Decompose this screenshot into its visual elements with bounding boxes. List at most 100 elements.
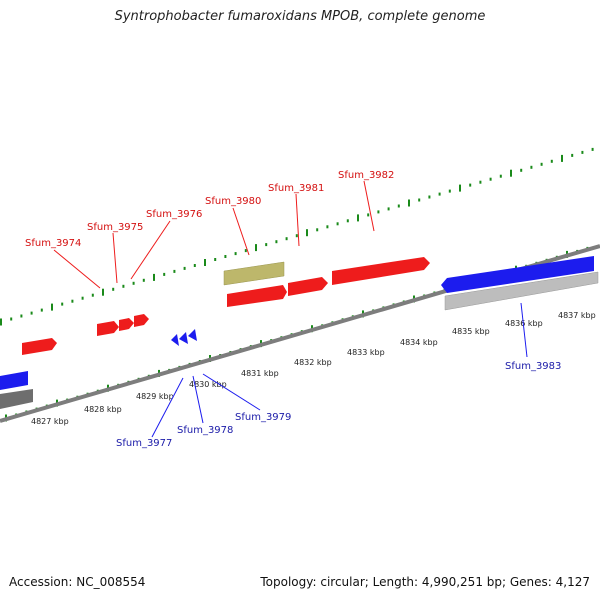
gc-tick [316,228,319,232]
position-label: 4836 kbp [505,319,543,328]
gc-tick [469,183,472,187]
gene-sfum-3980[interactable] [227,285,287,307]
gene-label[interactable]: Sfum_3982 [338,170,394,181]
gene-sfum-3974[interactable] [97,321,119,336]
gc-tick [459,184,461,192]
gc-tick [499,174,502,178]
gc-tick [530,165,533,169]
gc-tick [448,189,451,193]
gc-tick [183,266,186,270]
gc-tick [40,308,43,312]
gc-tick [81,296,84,300]
gc-tick [428,195,431,199]
position-label: 4828 kbp [84,405,122,414]
gene-label[interactable]: Sfum_3975 [87,222,143,233]
gene-sfum-3983[interactable] [441,256,594,293]
gc-tick [163,272,166,276]
accession-text: Accession: NC_008554 [9,575,146,589]
gc-tick [51,303,53,311]
gc-tick [346,219,349,223]
gc-tick [510,169,512,177]
gc-tick [10,317,13,321]
gene-label[interactable]: Sfum_3981 [268,183,324,194]
genome-summary-text: Topology: circular; Length: 4,990,251 bp… [260,575,590,589]
gene-sfum-3978[interactable] [179,332,188,344]
gc-tick [20,314,23,318]
gene-sfum-3977[interactable] [171,334,179,346]
position-label: 4834 kbp [400,338,438,347]
gc-tick [142,278,145,282]
gc-tick [581,150,584,154]
gc-tick [540,162,543,166]
position-label: 4829 kbp [136,392,174,401]
gc-tick [112,287,115,291]
gc-tick [408,199,410,207]
gc-tick [591,147,594,151]
position-label: 4830 kbp [189,380,227,389]
position-label: 4835 kbp [452,327,490,336]
gc-tick [489,177,492,181]
gc-tick [357,214,359,222]
gene-label[interactable]: Sfum_3979 [235,412,291,423]
position-label: 4831 kbp [241,369,279,378]
gc-tick [306,229,308,237]
gc-tick [0,318,2,326]
position-labels: 4827 kbp 4828 kbp 4829 kbp 4830 kbp 4831 kbp… [31,311,596,426]
gc-tick [193,264,196,267]
gc-tick [234,252,237,256]
gene-sfum-3981[interactable] [288,277,328,296]
position-label: 4827 kbp [31,417,69,426]
gene-label[interactable]: Sfum_3974 [25,238,81,249]
gc-tick [122,284,125,288]
gc-tick [30,311,33,315]
gene-sfum-3970[interactable] [0,371,28,390]
upper-gc-track [0,147,594,326]
gc-tick [91,293,94,297]
position-label: 4833 kbp [347,348,385,357]
map-title: Syntrophobacter fumaroxidans MPOB, compl… [114,9,486,24]
gc-tick [61,302,64,306]
gene-sfum-3976[interactable] [134,314,149,327]
gc-tick [244,249,247,253]
gc-tick [132,281,135,285]
gc-tick [214,258,217,261]
gene-sfum-3979[interactable] [188,329,197,341]
gc-tick [295,234,298,238]
gc-tick [265,243,268,247]
gene-sfum-3982[interactable] [332,257,430,285]
gc-tick [561,154,563,162]
forward-label-leaders [53,180,375,289]
gc-tick [418,198,421,202]
gc-tick [377,210,380,214]
position-label: 4837 kbp [558,311,596,320]
gc-tick [520,168,523,172]
gc-tick [571,153,574,157]
gc-tick [367,213,370,217]
gc-tick [173,269,176,273]
gc-tick [479,180,482,184]
feature-sfum-3980[interactable] [223,261,285,286]
gc-tick [336,222,339,226]
reverse-feature-track-right [444,271,599,311]
gc-tick [102,288,104,296]
gc-tick [204,259,206,266]
gene-sfum-3972[interactable] [22,338,57,355]
gene-sfum-3975[interactable] [119,318,134,331]
gene-label[interactable]: Sfum_3978 [177,425,233,436]
gc-tick [550,159,553,163]
gc-tick [275,240,278,244]
gene-label[interactable]: Sfum_3980 [205,196,261,207]
gc-tick [387,207,390,211]
gene-label[interactable]: Sfum_3977 [116,438,172,449]
gc-tick [153,273,155,281]
gene-label[interactable]: Sfum_3976 [146,209,202,220]
gene-label[interactable]: Sfum_3983 [505,361,561,372]
gc-tick [285,237,288,241]
reverse-label-leaders [151,302,528,438]
reverse-feature-track-left [0,389,33,409]
gc-tick [438,192,441,196]
position-label: 4832 kbp [294,358,332,367]
gc-tick [71,299,74,303]
